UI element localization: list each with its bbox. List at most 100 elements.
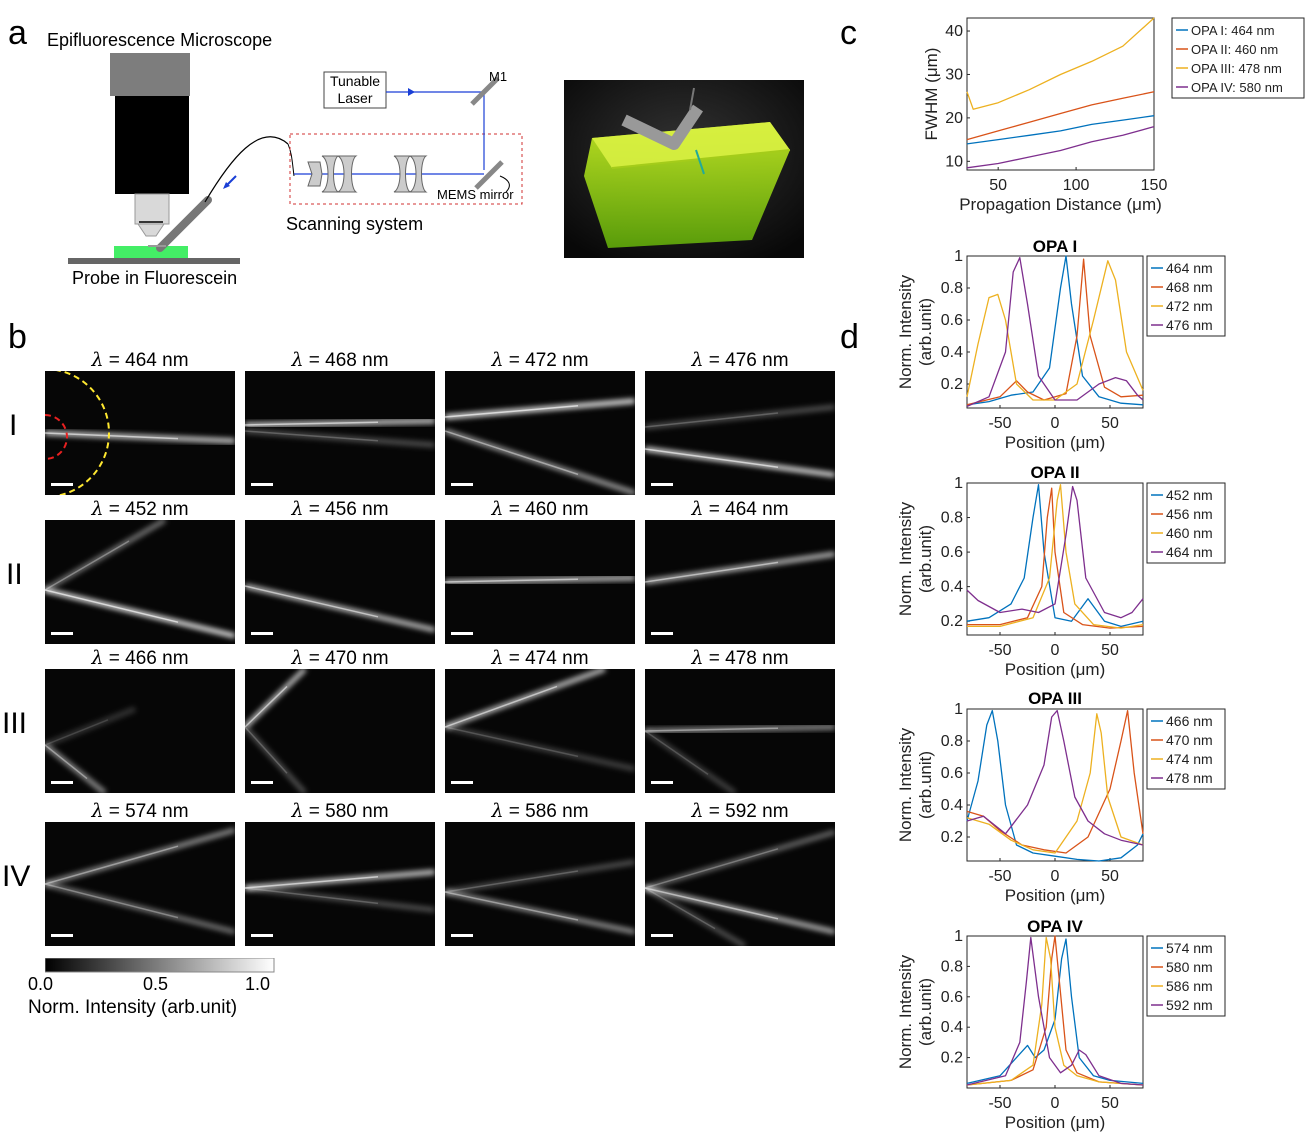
y-axis-label: (arb.unit) (916, 751, 935, 819)
x-tick-label: -50 (988, 868, 1011, 885)
beam-core (645, 448, 779, 468)
beam-core (245, 430, 379, 442)
probe-label: Probe in Fluorescein (72, 268, 238, 288)
lens-group-2 (393, 155, 428, 193)
beam-line (645, 724, 835, 734)
series-line (966, 938, 1144, 1085)
tile-title: λ = 460 nm (445, 498, 635, 521)
y-axis-label: FWHM (μm) (922, 48, 941, 141)
lambda-symbol: λ (491, 498, 504, 520)
scale-bar (651, 781, 673, 784)
beam-line (645, 551, 835, 585)
row-label-I: I (9, 409, 18, 442)
lambda-symbol: λ (91, 349, 104, 371)
legend-entry: 476 nm (1166, 317, 1213, 333)
tile-title: λ = 456 nm (245, 498, 435, 521)
panel-letter-c: c (840, 14, 857, 52)
wavelength-value: = 474 nm (503, 648, 589, 669)
microscope-head (110, 53, 190, 96)
tile-title: λ = 466 nm (45, 647, 235, 670)
lambda-symbol: λ (91, 647, 104, 669)
beam-line (645, 728, 737, 793)
wavelength-value: = 456 nm (303, 499, 389, 520)
legend-entry: OPA III: 478 nm (1191, 61, 1282, 76)
legend-entry: 456 nm (1166, 506, 1213, 522)
x-tick-label: 50 (1101, 642, 1119, 659)
legend-box (1171, 17, 1305, 99)
scale-bar (251, 632, 273, 635)
tile-title: λ = 464 nm (645, 498, 835, 521)
beam-core (645, 412, 779, 428)
far-field-circle (55, 371, 110, 495)
y-tick-label: 0.8 (941, 958, 963, 975)
legend-box (1146, 935, 1226, 1017)
chart-title: OPA IV (1027, 917, 1083, 936)
lambda-symbol: λ (91, 800, 104, 822)
beam-image (45, 520, 235, 644)
x-axis-label: Position (μm) (1005, 1113, 1105, 1132)
beam-core (245, 585, 379, 618)
scale-bar (451, 781, 473, 784)
wavelength-value: = 476 nm (703, 350, 789, 371)
y-tick-label: 0.4 (941, 797, 963, 814)
y-axis-label: Norm. Intensity (896, 274, 915, 389)
x-axis-label: Position (μm) (1005, 660, 1105, 679)
beam-core (445, 870, 579, 893)
beam-core (645, 730, 709, 776)
beam-core (45, 744, 88, 780)
beam-core (645, 561, 779, 583)
tile-title: λ = 468 nm (245, 349, 435, 372)
lambda-symbol: λ (291, 800, 304, 822)
tile-title: λ = 452 nm (45, 498, 235, 521)
beam-line (45, 706, 136, 748)
row-label-III: III (2, 707, 28, 740)
beam-core (45, 883, 179, 919)
y-tick-label: 0.2 (941, 613, 963, 630)
y-tick-label: 0.6 (941, 544, 963, 561)
row-label-II: II (6, 558, 23, 591)
lambda-symbol: λ (491, 800, 504, 822)
legend-entry: 464 nm (1166, 544, 1213, 560)
y-tick-label: 30 (945, 66, 963, 83)
lambda-symbol: λ (691, 349, 704, 371)
y-tick-label: 0.2 (941, 376, 963, 393)
beam-line (45, 520, 167, 593)
x-tick-label: 0 (1051, 1095, 1060, 1112)
scanning-box (289, 133, 523, 205)
beam-line (645, 885, 747, 946)
wavelength-value: = 586 nm (503, 801, 589, 822)
beam-core (445, 578, 579, 583)
microscope-title: Epifluorescence Microscope (47, 30, 273, 50)
legend-entry: 574 nm (1166, 940, 1213, 956)
lambda-symbol: λ (491, 647, 504, 669)
beam-line (245, 428, 435, 448)
beam-core (45, 589, 179, 623)
beam-line (45, 881, 235, 935)
y-tick-label: 0.2 (941, 829, 963, 846)
legend-entry: 580 nm (1166, 959, 1213, 975)
scale-bar (51, 632, 73, 635)
wavelength-value: = 464 nm (703, 499, 789, 520)
probe-holder (156, 196, 212, 252)
series-line (966, 255, 1144, 406)
scale-bar (651, 934, 673, 937)
lambda-symbol: λ (491, 349, 504, 371)
mirror-m1-label: M1 (489, 69, 508, 84)
x-axis-label: Propagation Distance (μm) (959, 195, 1162, 214)
beam-image (245, 669, 435, 793)
x-axis-label: Position (μm) (1005, 886, 1105, 905)
x-tick-label: 0 (1051, 642, 1060, 659)
fluorescein-sample (114, 246, 188, 258)
panel-letter-d: d (840, 318, 859, 356)
wavelength-value: = 574 nm (103, 801, 189, 822)
beam-core (645, 727, 779, 732)
beam-image (445, 822, 635, 946)
laser-box (323, 71, 387, 109)
series-line (966, 709, 1144, 846)
beam-line (245, 725, 307, 793)
lambda-symbol: λ (91, 498, 104, 520)
beam-core (245, 421, 379, 426)
scanning-system-label: Scanning system (286, 214, 424, 234)
beam-line (645, 404, 835, 430)
series-line (966, 485, 1144, 619)
